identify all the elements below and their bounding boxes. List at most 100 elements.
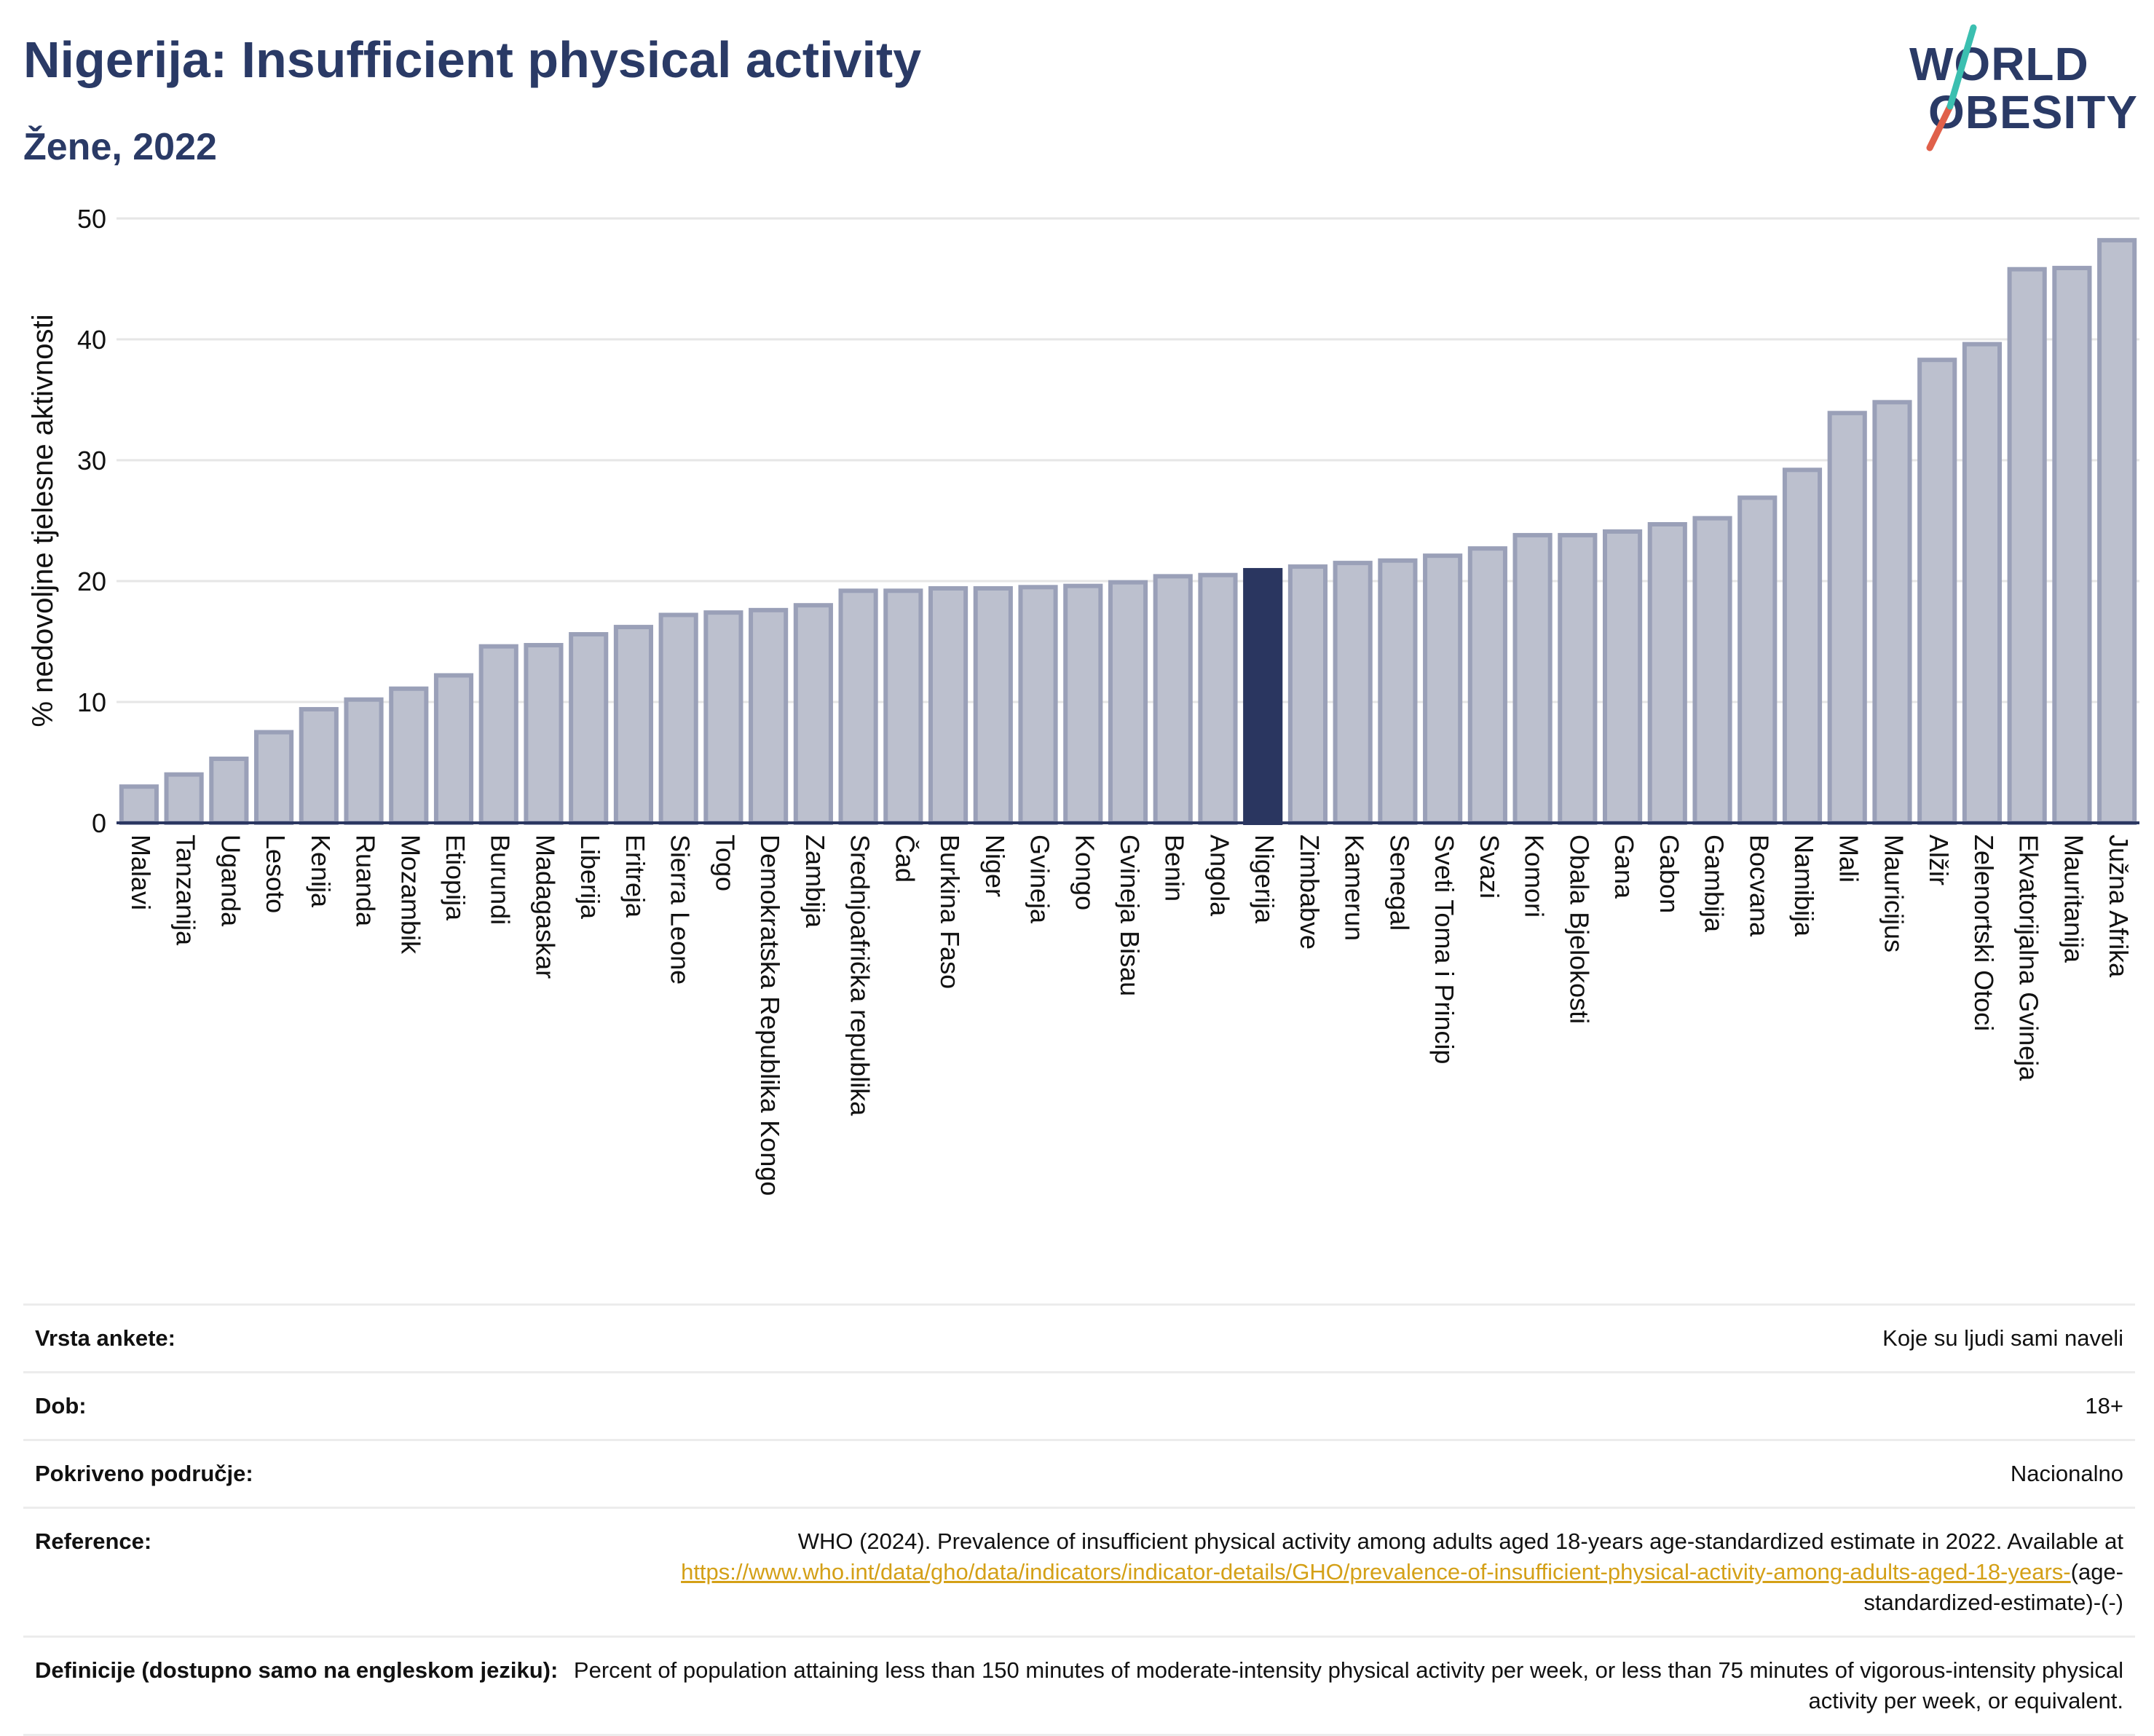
bar-mauricijus[interactable]: [1872, 400, 1912, 825]
bar-burkina-faso[interactable]: [928, 585, 968, 826]
y-tick-label: 0: [92, 808, 106, 838]
age-label: Dob:: [35, 1393, 87, 1419]
x-tick-label: Liberija: [575, 835, 605, 920]
bar-madagaskar[interactable]: [524, 642, 564, 825]
x-tick-label: Čad: [890, 835, 920, 883]
bar-lesoto[interactable]: [253, 730, 294, 825]
bar-zelenortski-otoci[interactable]: [1962, 342, 2003, 825]
bar-nigerija[interactable]: [1243, 568, 1283, 825]
x-tick-label: Malavi: [126, 835, 156, 910]
bar-mauritanija[interactable]: [2052, 266, 2092, 825]
bar-ruanda[interactable]: [344, 697, 384, 825]
bar-al-ir[interactable]: [1917, 358, 1957, 826]
x-tick-label: Mauricijus: [1879, 835, 1909, 952]
bar-svazi[interactable]: [1467, 546, 1507, 825]
bar-gvineja[interactable]: [1018, 585, 1058, 825]
reference-label: Reference:: [35, 1528, 152, 1554]
bar-malavi[interactable]: [119, 784, 159, 826]
bar-sveti-toma-i-princip[interactable]: [1423, 553, 1463, 825]
x-tick-label: Demokratska Republika Kongo: [755, 835, 785, 1196]
bar-gana[interactable]: [1602, 529, 1643, 825]
bar-demokratska-republika-kongo[interactable]: [749, 607, 789, 826]
bar-kamerun[interactable]: [1333, 561, 1373, 825]
x-tick-label: Alžir: [1924, 835, 1954, 885]
bar-bocvana[interactable]: [1737, 495, 1778, 825]
x-tick-label: Tanzanija: [171, 835, 201, 946]
bar-mozambik[interactable]: [389, 686, 429, 825]
x-tick-label: Obala Bjelokosti: [1564, 835, 1594, 1024]
bar-obala-bjelokosti[interactable]: [1558, 532, 1598, 825]
info-row-age: Dob: 18+: [23, 1371, 2135, 1439]
bar-benin[interactable]: [1153, 574, 1193, 825]
bar-ju-na-afrika[interactable]: [2097, 237, 2137, 825]
x-tick-label: Bocvana: [1744, 835, 1774, 937]
x-tick-label: Angola: [1204, 835, 1234, 917]
x-tick-label: Benin: [1160, 835, 1190, 901]
x-tick-label: Mauritanija: [2059, 835, 2088, 963]
info-row-survey: Vrsta ankete: Koje su ljudi sami naveli: [23, 1303, 2135, 1371]
x-tick-label: Sierra Leone: [666, 835, 695, 985]
bar-togo[interactable]: [703, 610, 743, 825]
bar-sierra-leone[interactable]: [658, 612, 698, 825]
bar-angola[interactable]: [1198, 572, 1238, 825]
bar-etiopija[interactable]: [433, 673, 474, 825]
survey-value: Koje su ljudi sami naveli: [1882, 1325, 2123, 1351]
y-tick-label: 20: [77, 567, 106, 596]
reference-link[interactable]: https://www.who.int/data/gho/data/indica…: [681, 1559, 2071, 1585]
y-tick-label: 40: [77, 325, 106, 355]
bar-zambija[interactable]: [793, 603, 833, 825]
bar-komori[interactable]: [1512, 532, 1553, 825]
x-tick-label: Nigerija: [1250, 835, 1279, 924]
y-tick-label: 10: [77, 687, 106, 717]
bar-ekvatorijalna-gvineja[interactable]: [2007, 267, 2047, 826]
x-tick-label: Uganda: [216, 835, 245, 927]
x-tick-label: Ekvatorijalna Gvineja: [2014, 835, 2044, 1081]
bar-burundi[interactable]: [478, 644, 518, 826]
x-tick-label: Kenija: [306, 835, 336, 908]
bar-gambija[interactable]: [1692, 516, 1732, 825]
x-tick-label: Mali: [1834, 835, 1864, 883]
x-tick-label: Srednjoafrička republika: [845, 835, 875, 1116]
x-tick-label: Lesoto: [261, 835, 291, 913]
bar-niger[interactable]: [973, 585, 1013, 826]
y-axis-title: % nedovoljne tjelesne aktivnosti: [27, 314, 59, 727]
x-tick-label: Zambija: [800, 835, 830, 928]
logo-slash-icon: [1926, 24, 1977, 151]
bar--ad[interactable]: [883, 588, 923, 826]
x-tick-label: Eritreja: [620, 835, 650, 918]
bar-liberija[interactable]: [569, 632, 609, 825]
bar-gabon[interactable]: [1647, 521, 1687, 825]
bar-uganda[interactable]: [209, 757, 249, 826]
x-tick-label: Mozambik: [395, 835, 425, 955]
info-table: Vrsta ankete: Koje su ljudi sami naveli …: [23, 1303, 2135, 1736]
bar-zimbabve[interactable]: [1287, 564, 1328, 826]
x-tick-label: Kamerun: [1340, 835, 1370, 941]
x-tick-label: Gabon: [1654, 835, 1684, 913]
bar-chart: 0 10 20 30 40 50 % nedovoljne tjelesne aktivno…: [27, 204, 2139, 1196]
x-tick-label: Gvineja Bisau: [1115, 835, 1145, 996]
info-row-coverage: Pokriveno područje: Nacionalno: [23, 1439, 2135, 1507]
bar-kongo[interactable]: [1063, 583, 1103, 825]
bar-senegal[interactable]: [1378, 558, 1418, 826]
age-value: 18+: [2085, 1393, 2123, 1419]
coverage-label: Pokriveno područje:: [35, 1461, 253, 1486]
bar-srednjoafri-ka-republika[interactable]: [838, 588, 878, 826]
world-obesity-logo: WORLD OBESITY: [1893, 20, 2141, 166]
x-tick-label: Sveti Toma i Princip: [1429, 835, 1459, 1064]
bar-namibija[interactable]: [1782, 467, 1823, 825]
logo-line-1: WORLD: [1909, 38, 2089, 90]
bar-eritreja[interactable]: [613, 625, 654, 826]
definition-label: Definicije (dostupno samo na engleskom j…: [35, 1657, 559, 1683]
bar-mali[interactable]: [1827, 411, 1867, 825]
bar-kenija[interactable]: [299, 706, 339, 826]
reference-text: WHO (2024). Prevalence of insufficient p…: [797, 1528, 2123, 1554]
reference-value: WHO (2024). Prevalence of insufficient p…: [559, 1526, 2123, 1618]
logo-line-2: OBESITY: [1928, 86, 2138, 138]
x-tick-label: Senegal: [1384, 835, 1414, 931]
y-tick-label: 30: [77, 446, 106, 476]
x-tick-label: Gana: [1609, 835, 1639, 899]
page-title: Nigerija: Insufficient physical activity: [23, 31, 922, 88]
x-tick-label: Gvineja: [1025, 835, 1055, 924]
bar-gvineja-bisau[interactable]: [1108, 580, 1148, 825]
bar-tanzanija[interactable]: [164, 772, 204, 825]
